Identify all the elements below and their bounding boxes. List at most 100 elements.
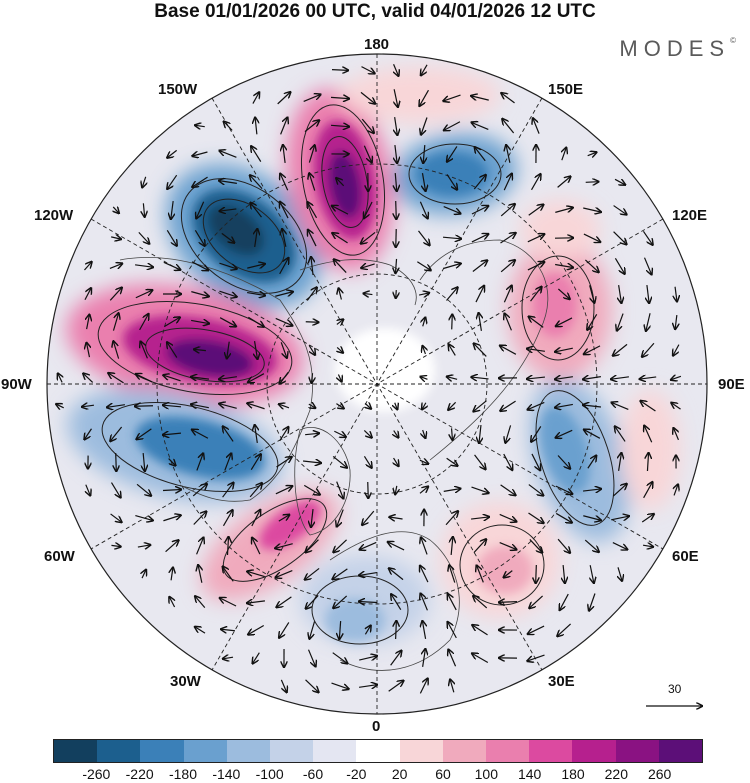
- wind-vector: [333, 568, 348, 579]
- wind-vector: [472, 625, 488, 636]
- wind-vector: [557, 623, 572, 636]
- wind-vector: [306, 287, 316, 301]
- legend-tick-label: -140: [212, 766, 241, 782]
- wind-vector: [584, 345, 601, 354]
- wind-vector: [162, 490, 181, 491]
- wind-vector: [557, 288, 569, 299]
- wind-vector: [422, 403, 426, 409]
- wind-vector: [333, 595, 348, 608]
- wind-vector: [471, 486, 489, 493]
- wind-vector: [359, 656, 377, 660]
- wind-vector: [58, 374, 62, 383]
- legend-swatch: [529, 740, 573, 762]
- wind-vector: [675, 314, 677, 329]
- wind-vector: [84, 288, 91, 301]
- legend-swatch: [270, 740, 314, 762]
- wind-vector: [418, 230, 430, 245]
- legend-swatch: [615, 740, 659, 762]
- wind-vector: [139, 314, 149, 331]
- wind-vector: [253, 652, 260, 664]
- latitude-circle: [156, 163, 598, 605]
- wind-vector: [332, 233, 348, 244]
- wind-vector: [305, 433, 319, 434]
- wind-vector: [280, 118, 288, 135]
- wind-vector: [613, 231, 627, 245]
- wind-vector: [275, 317, 293, 325]
- wind-vector: [276, 569, 293, 578]
- wind-vector: [219, 181, 237, 184]
- wind-vector: [305, 679, 319, 692]
- wind-vector: [334, 259, 347, 273]
- wind-vector: [137, 545, 150, 547]
- wind-vector: [536, 564, 537, 583]
- contour: [408, 143, 502, 205]
- wind-vector: [530, 174, 541, 191]
- wind-vector: [221, 232, 234, 242]
- wind-vector: [422, 621, 425, 639]
- wind-vector: [584, 259, 598, 272]
- contour: [521, 255, 595, 361]
- wind-vector: [475, 286, 484, 303]
- wind-vector: [529, 595, 544, 608]
- wind-vector: [249, 483, 262, 498]
- wind-vector: [612, 484, 626, 497]
- wind-vector: [280, 372, 289, 383]
- wind-vector: [331, 70, 348, 71]
- wind-vector: [305, 567, 320, 579]
- wind-vector: [192, 430, 209, 439]
- low-west-siberia-core: [539, 406, 591, 494]
- legend-tick-label: -220: [125, 766, 154, 782]
- wind-vector: [163, 375, 181, 382]
- wind-vector: [443, 264, 460, 270]
- wind-vector: [612, 403, 629, 410]
- legend-swatch: [658, 740, 703, 762]
- high-alaska-fringe: [340, 67, 500, 123]
- wind-vector: [280, 202, 289, 219]
- wind-vector: [641, 514, 654, 523]
- wind-vector: [394, 430, 399, 438]
- wind-vector: [247, 403, 265, 410]
- wind-vector: [617, 313, 624, 331]
- legend-tick-label: -260: [82, 766, 111, 782]
- wind-vector: [587, 152, 597, 155]
- wind-vector: [471, 234, 488, 243]
- wind-vector: [394, 89, 398, 107]
- wind-vector: [165, 540, 179, 553]
- wind-vector: [555, 208, 572, 213]
- wind-vector: [613, 205, 627, 215]
- wind-vector: [560, 593, 569, 610]
- legend-tick-label: -60: [302, 766, 324, 782]
- wind-vector: [303, 95, 321, 103]
- contour: [101, 401, 279, 493]
- wind-vector: [252, 538, 261, 555]
- wind-vector: [195, 627, 206, 634]
- wind-vector: [671, 403, 681, 410]
- wind-vector: [361, 264, 375, 268]
- wind-vector: [336, 404, 343, 409]
- wind-vector: [529, 539, 542, 552]
- wind-vector: [134, 265, 153, 267]
- wind-vector: [501, 93, 515, 104]
- wind-vector: [280, 679, 286, 692]
- wind-vector: [224, 122, 233, 131]
- wind-vector: [585, 182, 599, 183]
- wind-vector: [336, 481, 344, 499]
- contour: [202, 198, 286, 274]
- legend-tick-label: -180: [168, 766, 198, 782]
- wind-vector: [167, 174, 178, 189]
- wind-vector: [444, 121, 461, 130]
- wind-vector: [308, 145, 314, 163]
- wind-vector: [447, 146, 458, 161]
- wind-vector: [675, 286, 677, 302]
- wind-vector: [163, 515, 180, 522]
- map-boundary: [46, 53, 708, 715]
- wind-vector: [107, 405, 125, 408]
- wind-vector: [368, 481, 369, 498]
- high-north-atlantic-core: [259, 500, 321, 550]
- wind-vector: [336, 178, 345, 187]
- meridian-120e-60w: [90, 218, 664, 550]
- brand-name: MODES: [619, 36, 731, 61]
- contour: [222, 498, 328, 582]
- wind-vector: [279, 427, 289, 442]
- wind-vector: [555, 485, 572, 494]
